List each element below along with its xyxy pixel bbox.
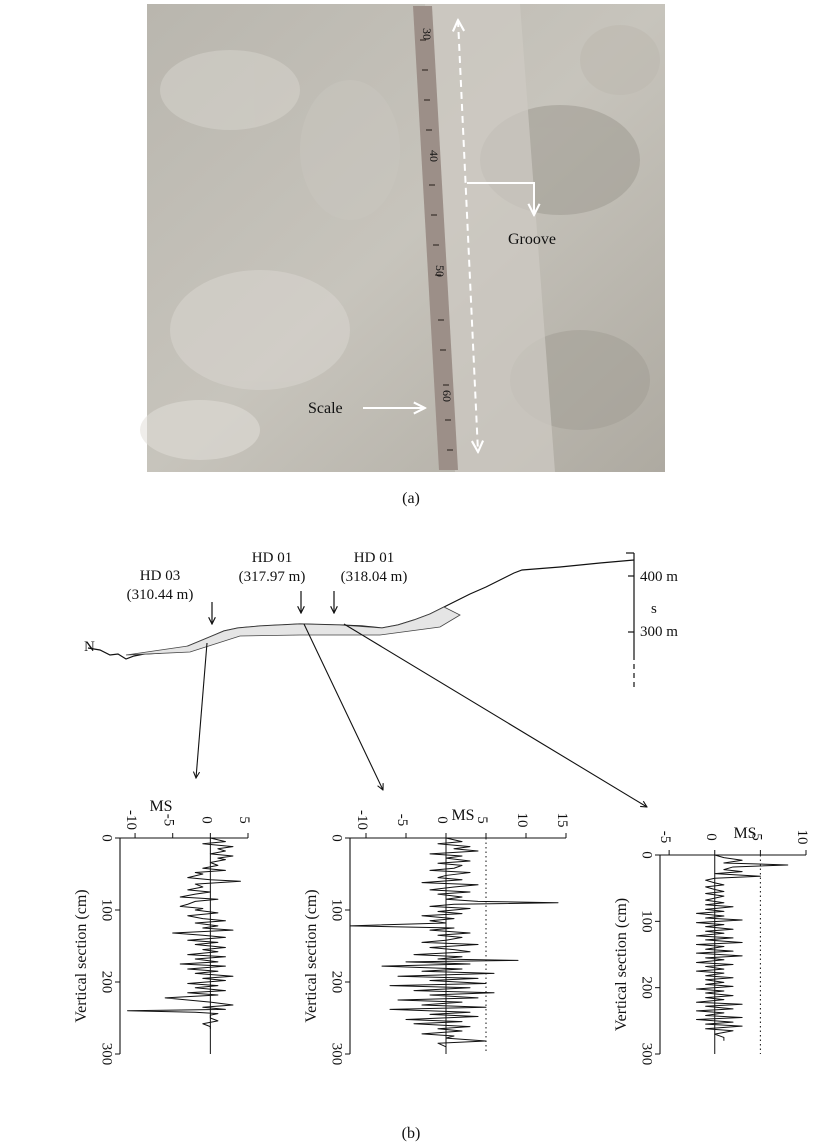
ruler-mark-30: 30: [420, 28, 434, 40]
north-label: N: [84, 639, 95, 655]
x-tick-labels: 0 100 200 300: [99, 834, 115, 1065]
series-group: [696, 854, 789, 1041]
depth-tick-label: 100: [639, 910, 655, 933]
value-tick-label: 10: [794, 830, 810, 845]
connector-hd01-b: [343, 623, 647, 807]
value-tick-label: -5: [161, 814, 177, 827]
depth-tick-label: 300: [639, 1043, 655, 1066]
scale-label: Scale: [308, 400, 343, 417]
y-tick-labels: -10 -5 0 5 10 15: [354, 810, 570, 830]
depth-tick-label: 0: [639, 851, 655, 859]
groove-label: Groove: [508, 231, 556, 248]
plot-title: MS: [451, 807, 474, 824]
elevation-label-s: s: [651, 601, 657, 617]
site-label-hd01-a: HD 01 (317.97 m): [239, 550, 306, 613]
elevation-scale: 400 m s 300 m: [626, 552, 678, 690]
site-name: HD 01: [354, 550, 394, 566]
ms-series-line: [127, 837, 241, 1029]
value-tick-label: 0: [198, 816, 214, 824]
connector-hd03: [196, 642, 208, 778]
plot-title: MS: [149, 798, 172, 815]
caption-b: (b): [402, 1125, 421, 1142]
depth-tick-label: 100: [329, 899, 345, 922]
elevation-label-400: 400 m: [640, 569, 678, 585]
value-tick-label: -10: [123, 810, 139, 830]
plot-axes: [655, 850, 807, 1055]
site-label-hd03: HD 03 (310.44 m): [127, 568, 212, 624]
site-elevation: (310.44 m): [127, 587, 194, 603]
site-elevation: (318.04 m): [341, 569, 408, 585]
series-group: [349, 837, 559, 1048]
value-tick-label: 0: [434, 816, 450, 824]
site-elevation: (317.97 m): [239, 569, 306, 585]
x-axis-title: Vertical section (cm): [73, 889, 90, 1022]
x-axis-title: Vertical section (cm): [613, 898, 630, 1031]
depth-tick-label: 200: [99, 971, 115, 994]
value-tick-label: 5: [236, 816, 252, 824]
connector-lines: [196, 623, 647, 807]
x-tick-labels: 0 100 200 300: [329, 834, 345, 1065]
ruler-mark-40: 40: [427, 150, 441, 162]
site-name: HD 03: [140, 568, 180, 584]
sediment-body: [125, 606, 461, 656]
plot-title: MS: [733, 825, 756, 842]
value-tick-label: 15: [554, 813, 570, 828]
depth-tick-label: 0: [99, 834, 115, 842]
x-tick-labels: 0 100 200 300: [639, 851, 655, 1065]
value-tick-label: -5: [394, 814, 410, 827]
site-name: HD 01: [252, 550, 292, 566]
photo-panel: 30 40 50 60 Groove Scale: [140, 4, 665, 472]
ruler-mark-60: 60: [440, 390, 454, 402]
depth-tick-label: 200: [329, 971, 345, 994]
value-tick-label: -5: [657, 831, 673, 844]
ms-series-line: [696, 854, 789, 1041]
value-tick-label: 5: [748, 833, 764, 841]
plot-axes: [115, 833, 249, 1055]
elevation-label-300: 300 m: [640, 624, 678, 640]
ms-series-line: [349, 837, 559, 1048]
depth-tick-label: 300: [99, 1043, 115, 1066]
site-label-hd01-b: HD 01 (318.04 m): [334, 550, 407, 613]
connector-hd01-a: [303, 623, 383, 790]
depth-tick-label: 0: [329, 834, 345, 842]
caption-a: (a): [402, 490, 420, 507]
groove-length-arrow: [458, 20, 478, 452]
depth-tick-label: 300: [329, 1043, 345, 1066]
series-group: [127, 837, 241, 1029]
ruler-mark-50: 50: [433, 265, 447, 277]
value-tick-label: 0: [703, 833, 719, 841]
groove-pointer-arrow: [467, 182, 534, 215]
ms-plot-hd01-a: MS -10 -5 0 5 10 15 0 100 200 300 Vertical secti…: [303, 807, 570, 1065]
y-tick-labels: -10 -5 0 5: [123, 810, 252, 830]
value-tick-label: 5: [474, 816, 490, 824]
depth-tick-label: 100: [99, 899, 115, 922]
measuring-ruler: [413, 6, 458, 470]
terrain-profile: [87, 559, 635, 660]
value-tick-label: -10: [354, 810, 370, 830]
x-axis-title: Vertical section (cm): [303, 889, 320, 1022]
y-tick-labels: -5 0 5 10: [657, 830, 810, 845]
value-tick-label: 10: [514, 813, 530, 828]
depth-tick-label: 200: [639, 976, 655, 999]
